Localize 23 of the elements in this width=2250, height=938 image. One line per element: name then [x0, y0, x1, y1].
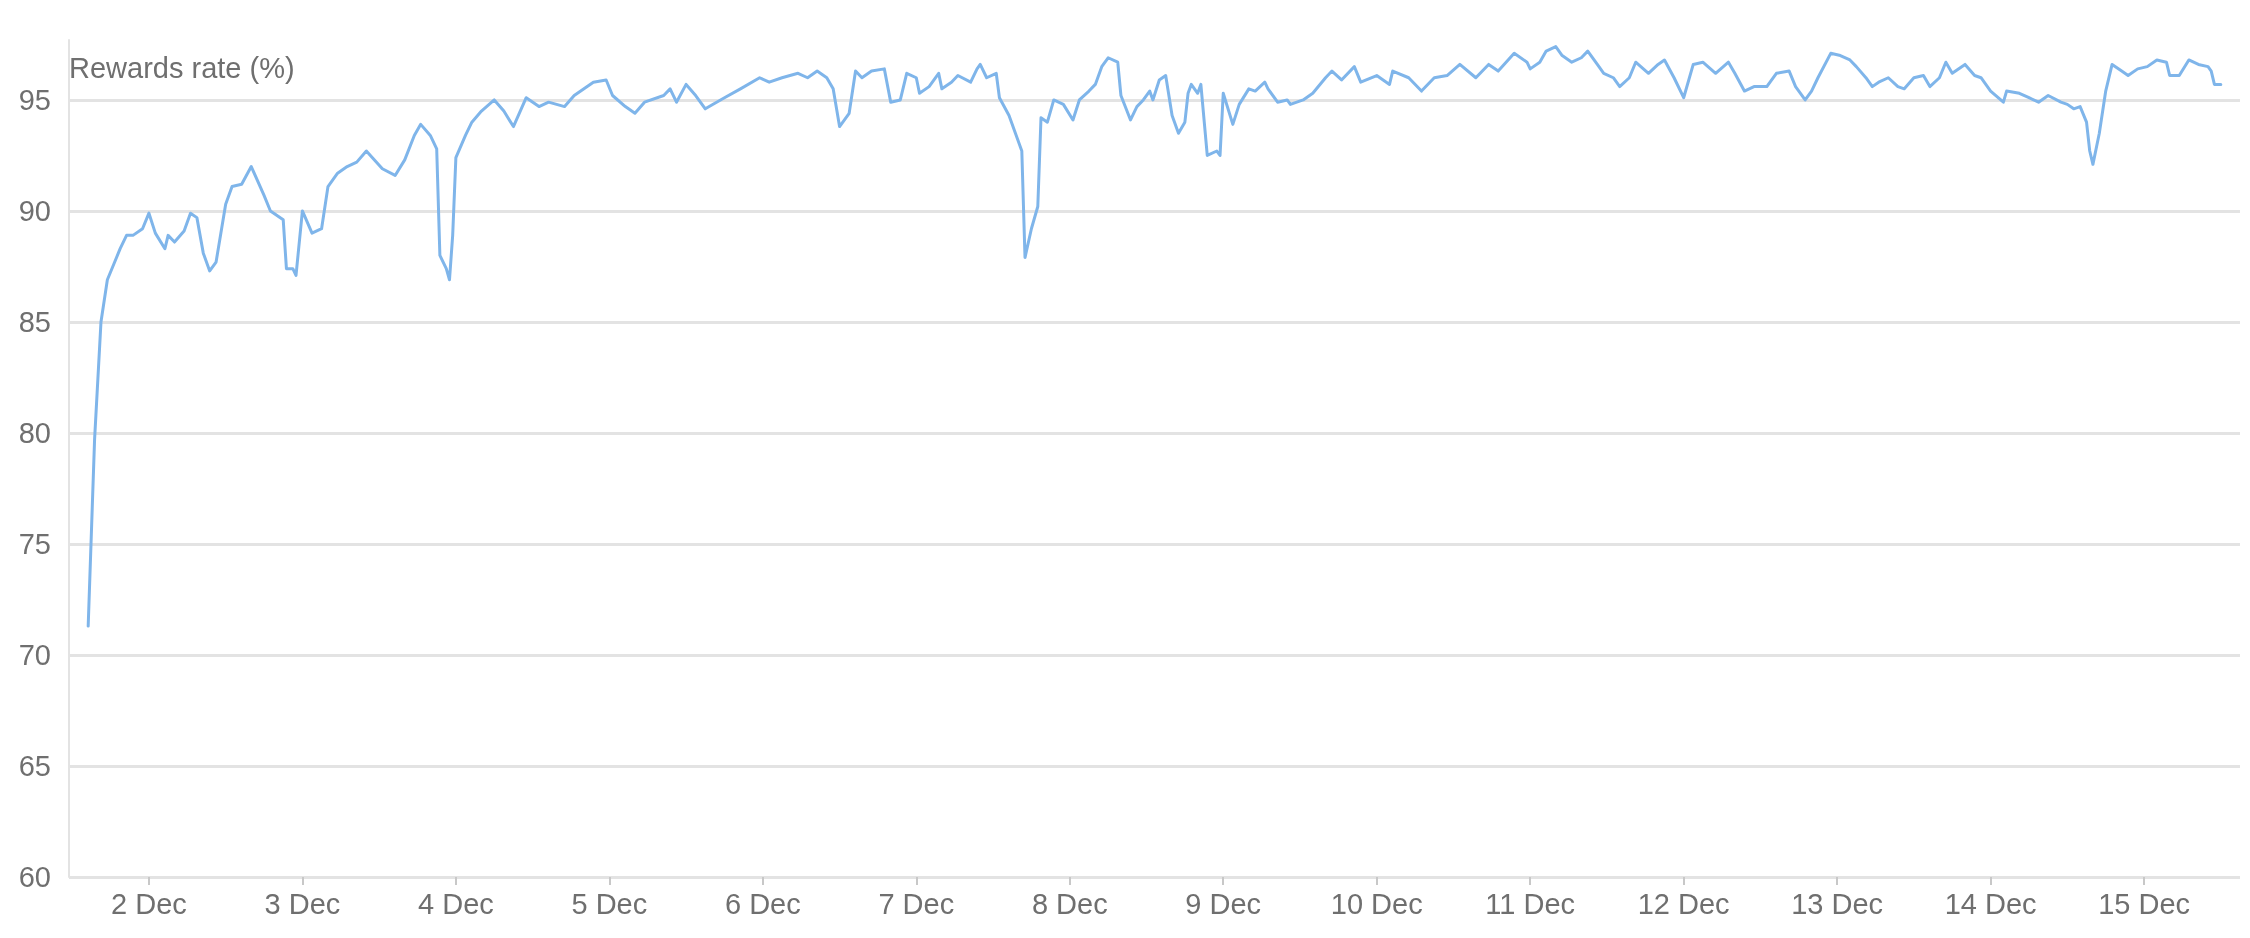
- y-tick-label: 75: [18, 527, 51, 560]
- y-axis-title: Rewards rate (%): [69, 51, 295, 84]
- x-tick-label: 9 Dec: [1185, 887, 1262, 920]
- x-tick-label: 13 Dec: [1791, 887, 1884, 920]
- x-tick-label: 15 Dec: [2098, 887, 2191, 920]
- y-tick-label: 70: [18, 638, 51, 671]
- x-tick-label: 8 Dec: [1031, 887, 1108, 920]
- x-tick-label: 11 Dec: [1485, 887, 1576, 920]
- x-tick-label: 6 Dec: [724, 887, 801, 920]
- x-tick-label: 10 Dec: [1330, 887, 1423, 920]
- x-tick-label: 12 Dec: [1637, 887, 1730, 920]
- y-tick-label: 90: [18, 194, 51, 227]
- x-tick-label: 2 Dec: [111, 887, 187, 920]
- y-tick-label: 65: [18, 749, 51, 782]
- x-tick-label: 4 Dec: [418, 887, 494, 920]
- y-tick-label: 95: [18, 83, 51, 116]
- x-tick-label: 5 Dec: [571, 887, 648, 920]
- y-tick-label: 85: [18, 305, 51, 338]
- x-tick-label: 3 Dec: [264, 887, 341, 920]
- y-tick-label: 60: [18, 861, 51, 893]
- x-tick-label: 14 Dec: [1944, 887, 2037, 920]
- x-tick-label: 7 Dec: [878, 887, 955, 920]
- y-tick-label: 80: [18, 416, 51, 449]
